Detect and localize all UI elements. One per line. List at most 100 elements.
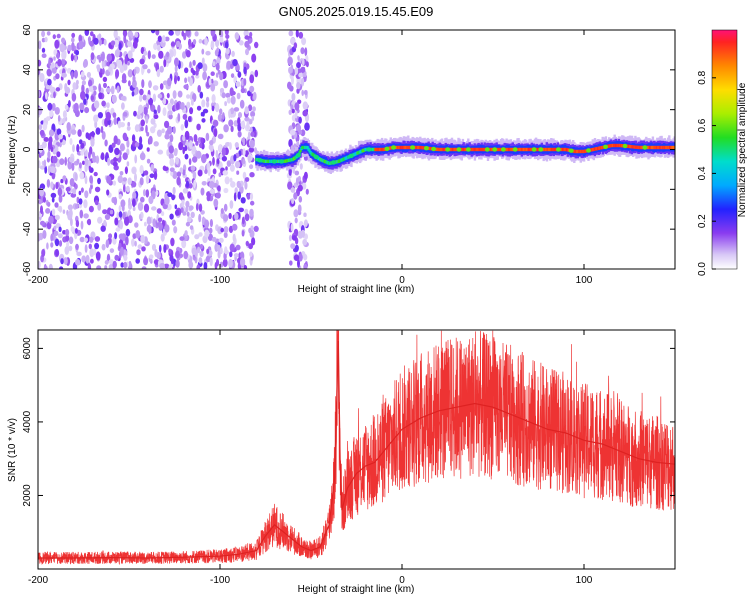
heatmap-cell bbox=[219, 87, 225, 93]
heatmap-cell bbox=[159, 83, 164, 90]
heatmap-cell bbox=[199, 250, 204, 257]
heatmap-cell bbox=[210, 71, 215, 76]
heatmap-cell bbox=[237, 122, 242, 132]
heatmap-cell bbox=[137, 110, 141, 116]
heatmap-cell bbox=[296, 62, 301, 69]
heatmap-cell bbox=[62, 117, 66, 124]
heatmap-cell bbox=[213, 128, 218, 137]
heatmap-cell bbox=[112, 260, 117, 269]
heatmap-cell bbox=[197, 62, 203, 70]
heatmap-cell bbox=[184, 145, 188, 152]
heatmap-cell bbox=[95, 127, 101, 135]
heatmap-cell bbox=[150, 164, 155, 172]
heatmap-cell bbox=[41, 249, 46, 257]
heatmap-cell bbox=[295, 177, 299, 186]
heatmap-cell bbox=[204, 229, 210, 238]
heatmap-cell bbox=[158, 244, 162, 253]
heatmap-cell bbox=[133, 68, 137, 76]
heatmap-cell bbox=[81, 80, 86, 86]
y-tick-label: 20 bbox=[22, 104, 33, 116]
heatmap-cell bbox=[46, 179, 51, 188]
heatmap-cell bbox=[121, 73, 127, 82]
heatmap-cell bbox=[257, 158, 263, 163]
heatmap-cell bbox=[133, 110, 137, 117]
heatmap-cell bbox=[159, 263, 165, 269]
heatmap-cell bbox=[131, 91, 135, 97]
heatmap-cell bbox=[185, 30, 191, 37]
heatmap-cell bbox=[186, 211, 190, 217]
heatmap-cell bbox=[201, 99, 206, 108]
heatmap-cell bbox=[62, 175, 67, 181]
heatmap-cell bbox=[168, 153, 174, 160]
heatmap-cell bbox=[85, 149, 88, 157]
heatmap-cell bbox=[106, 102, 110, 109]
heatmap-cell bbox=[172, 90, 177, 99]
heatmap-cell bbox=[246, 193, 251, 200]
heatmap-cell bbox=[58, 195, 63, 203]
heatmap-cell bbox=[80, 90, 86, 100]
heatmap-cell bbox=[50, 242, 54, 248]
heatmap-cell bbox=[73, 69, 78, 79]
heatmap-cell bbox=[93, 248, 97, 256]
heatmap-cell bbox=[151, 206, 157, 211]
heatmap-cell bbox=[249, 208, 254, 217]
heatmap-cell bbox=[51, 103, 56, 111]
heatmap-cell bbox=[249, 139, 255, 149]
heatmap-cell bbox=[143, 203, 150, 213]
heatmap-cell bbox=[161, 35, 166, 43]
heatmap-cell bbox=[71, 32, 76, 38]
heatmap-cell bbox=[410, 145, 416, 150]
heatmap-cell bbox=[233, 77, 237, 84]
heatmap-cell bbox=[114, 147, 120, 156]
heatmap-cell bbox=[291, 235, 297, 241]
heatmap-cell bbox=[69, 178, 75, 187]
heatmap-cell bbox=[289, 260, 293, 266]
heatmap-cell bbox=[40, 220, 45, 226]
heatmap-cell bbox=[236, 92, 241, 100]
heatmap-cell bbox=[88, 79, 93, 88]
colorbar-label: Normalized spectral amplitude bbox=[737, 82, 748, 217]
heatmap-cell bbox=[51, 67, 57, 74]
heatmap-cell bbox=[153, 141, 159, 147]
heatmap-cell bbox=[240, 87, 246, 94]
heatmap-cell bbox=[55, 182, 59, 190]
heatmap-cell bbox=[97, 177, 101, 185]
heatmap-cell bbox=[110, 85, 115, 95]
heatmap-cell bbox=[158, 50, 164, 59]
heatmap-cell bbox=[184, 153, 189, 160]
heatmap-cell bbox=[88, 165, 92, 171]
heatmap-cell bbox=[148, 195, 154, 205]
heatmap-cell bbox=[183, 250, 189, 260]
heatmap-cell bbox=[59, 69, 63, 75]
heatmap-cell bbox=[83, 237, 88, 243]
heatmap-cell bbox=[145, 175, 150, 185]
heatmap-cell bbox=[156, 129, 162, 137]
heatmap-cell bbox=[294, 102, 300, 111]
heatmap-cell bbox=[88, 86, 94, 92]
x-tick-label: 0 bbox=[399, 575, 405, 586]
heatmap-cell bbox=[295, 153, 301, 158]
heatmap-cell bbox=[445, 147, 451, 152]
heatmap-cell bbox=[239, 99, 245, 109]
heatmap-cell bbox=[93, 100, 100, 109]
heatmap-cell bbox=[287, 56, 293, 66]
heatmap-cell bbox=[58, 240, 63, 247]
snr-y-axis-label: SNR (10 * v/v) bbox=[7, 418, 18, 482]
heatmap-cell bbox=[298, 72, 303, 78]
heatmap-cell bbox=[131, 79, 137, 89]
heatmap-cell bbox=[538, 147, 544, 152]
heatmap-cell bbox=[98, 83, 102, 93]
heatmap-cell bbox=[139, 164, 144, 175]
heatmap-cell bbox=[254, 41, 259, 49]
heatmap-cell bbox=[78, 198, 83, 205]
heatmap-cell bbox=[80, 220, 84, 230]
heatmap-cell bbox=[304, 122, 310, 131]
heatmap-cell bbox=[38, 233, 41, 242]
heatmap-cell bbox=[167, 77, 172, 87]
heatmap-cell bbox=[151, 54, 156, 59]
heatmap-cell bbox=[139, 94, 143, 102]
heatmap-cell bbox=[185, 50, 191, 58]
heatmap-cell bbox=[119, 143, 125, 152]
heatmap-cell bbox=[127, 69, 133, 78]
heatmap-cell bbox=[175, 259, 180, 268]
